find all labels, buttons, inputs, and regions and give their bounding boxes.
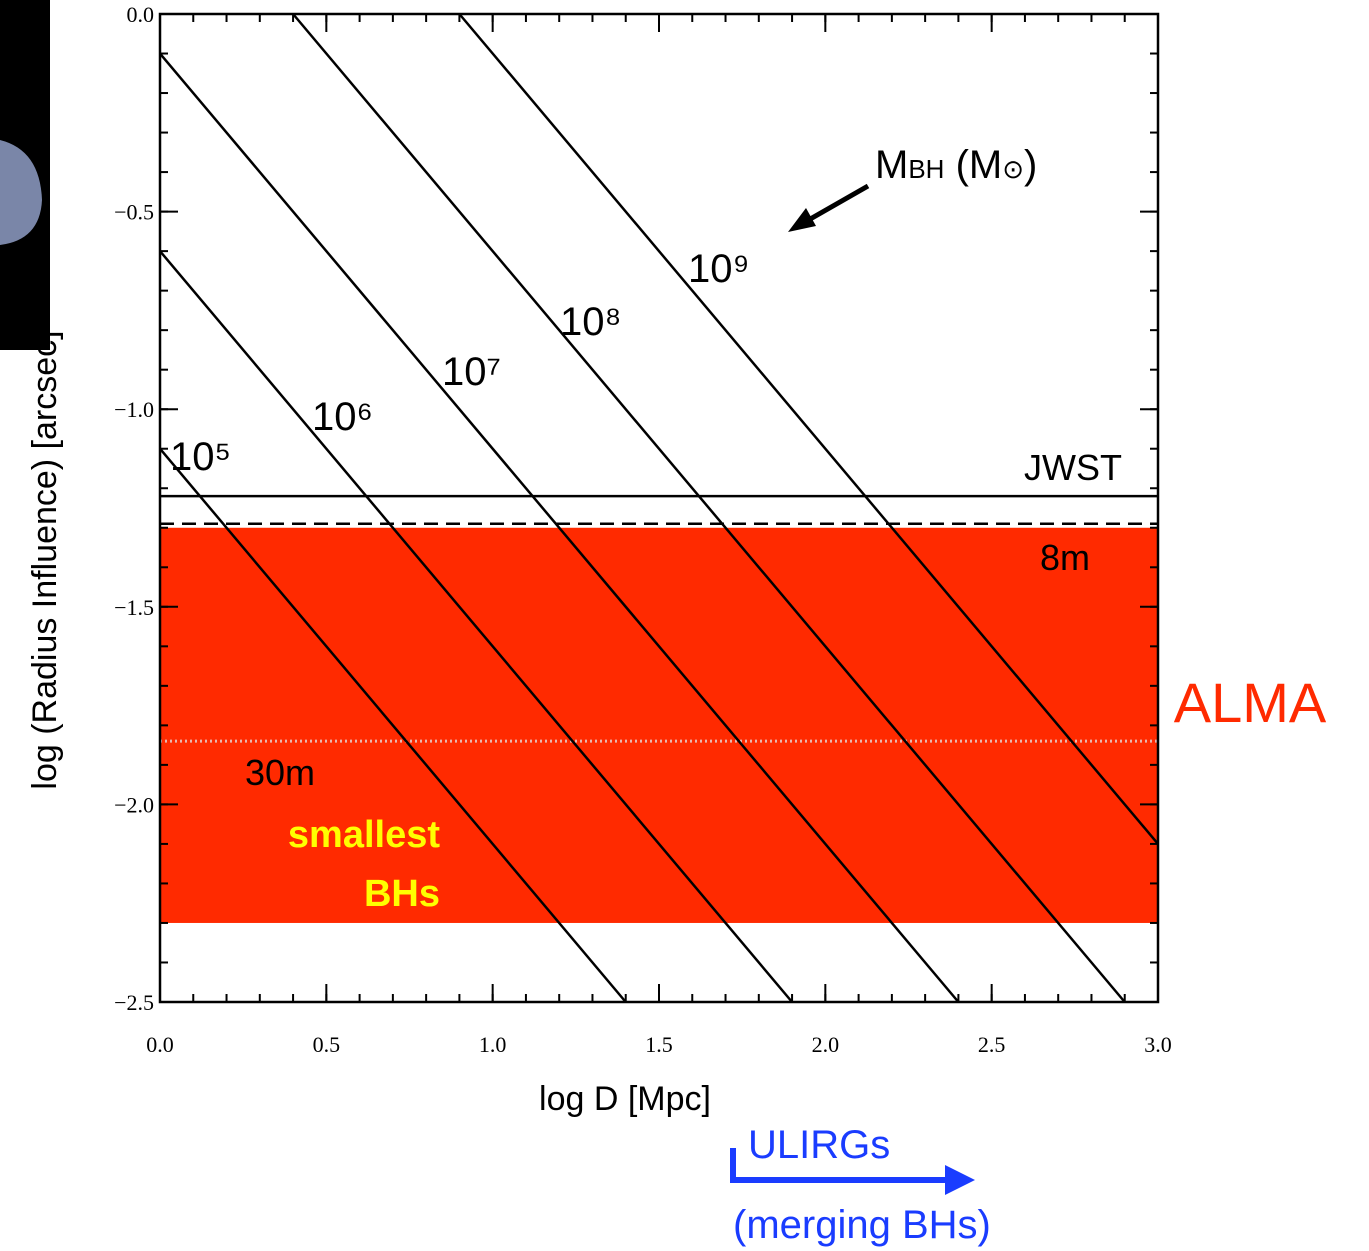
mass-sub: BH [908, 154, 944, 184]
ulirg-bracket [730, 1148, 955, 1183]
note: BHs [364, 873, 440, 915]
ulirg-arrowhead [945, 1165, 975, 1195]
y-tick-label: −1.0 [114, 397, 154, 422]
x-tick-label: 0.5 [313, 1032, 341, 1057]
mass-line [458, 13, 1159, 845]
ulirg-sub: (merging BHs) [733, 1203, 991, 1247]
x-tick-label: 2.0 [812, 1032, 840, 1057]
note: 30m [245, 752, 315, 793]
mass-m: M [875, 143, 908, 187]
y-tick-label: −2.0 [114, 792, 154, 817]
line-label: 10⁷ [442, 350, 501, 394]
x-tick-label: 1.0 [479, 1032, 507, 1057]
y-axis-label: log (Radius Influence) [arcsec] [26, 330, 64, 789]
plot-frame [158, 12, 1160, 1004]
hline-label: 8m [1040, 537, 1090, 578]
y-tick-label: −2.5 [114, 990, 154, 1015]
line-label: 10⁶ [312, 395, 373, 439]
mass-arrowhead [788, 208, 816, 232]
mass-arrow [803, 183, 870, 225]
y-tick-label: −1.5 [114, 595, 154, 620]
alma-band [160, 527, 1158, 923]
line-label: 10⁹ [688, 247, 750, 291]
alma-label: ALMA [1174, 671, 1327, 734]
ulirg-label: ULIRGs [748, 1123, 890, 1167]
mass-close: ) [1024, 143, 1037, 187]
line-label: 10⁸ [560, 300, 621, 344]
x-tick-label: 1.5 [645, 1032, 673, 1057]
mass-line [159, 447, 627, 1003]
mass-line [159, 250, 794, 1003]
y-tick-label: 0.0 [127, 2, 155, 27]
x-axis-label: log D [Mpc] [539, 1080, 711, 1118]
note: smallest [288, 814, 440, 856]
inset-planet [0, 140, 42, 245]
hline-label: JWST [1024, 447, 1122, 488]
mass-line [159, 52, 960, 1003]
mass-label: MBH (M⊙) [875, 143, 1037, 187]
x-tick-label: 0.0 [146, 1032, 174, 1057]
plot [158, 12, 1160, 1004]
line-label: 10⁵ [170, 435, 231, 479]
mass-unit: (M [944, 143, 1002, 187]
mass-line [292, 13, 1126, 1003]
mass-sun: ⊙ [1002, 154, 1024, 184]
y-tick-label: −0.5 [114, 200, 154, 225]
x-tick-label: 2.5 [978, 1032, 1006, 1057]
x-tick-label: 3.0 [1144, 1032, 1172, 1057]
